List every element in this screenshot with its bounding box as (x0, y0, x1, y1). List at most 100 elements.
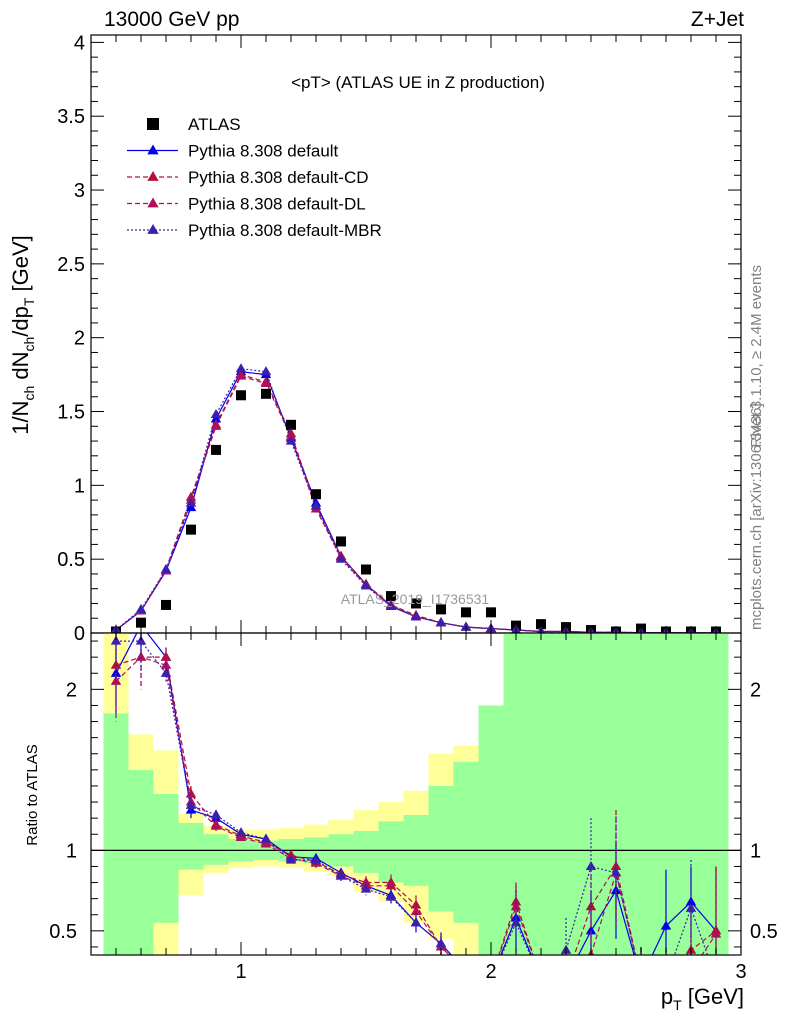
data-point (436, 604, 446, 615)
x-tick-label: 2 (485, 961, 496, 983)
uncertainty-band-stat (428, 785, 454, 912)
legend-marker (147, 171, 159, 181)
ratio-point (536, 974, 546, 983)
uncertainty-band-stat (203, 834, 229, 865)
ratio-point (110, 675, 122, 685)
y-tick-label: 3.5 (57, 106, 85, 128)
ratio-point (185, 799, 197, 809)
ratio-frame (90, 632, 742, 956)
data-point (211, 444, 221, 455)
ratio-point (435, 938, 447, 948)
uncertainty-band-stat (453, 761, 479, 923)
data-point (285, 435, 297, 445)
mcplots-label: mcplots.cern.ch [arXiv:1306.3436] (748, 403, 765, 630)
y-tick-label: 3 (74, 180, 85, 202)
uncertainty-band-stat (553, 633, 579, 955)
data-point (360, 580, 372, 590)
data-point (411, 598, 421, 609)
data-point (410, 611, 422, 621)
data-point (135, 603, 147, 613)
data-point (385, 600, 397, 610)
ratio-point (360, 883, 372, 893)
ratio-y-tick-label: 0.5 (49, 921, 77, 943)
legend-label: Pythia 8.308 default (188, 142, 339, 161)
ratio-y-axis-label: Ratio to ATLAS (24, 744, 41, 845)
data-point (310, 500, 322, 510)
ratio-point (536, 974, 546, 983)
data-point (236, 390, 246, 401)
ratio-point (636, 974, 646, 983)
data-point (210, 408, 222, 419)
data-point (185, 497, 197, 507)
uncertainty-band-stat (128, 769, 154, 955)
ratio-point (610, 867, 622, 877)
legend-label: Pythia 8.308 default-MBR (188, 221, 382, 240)
ratio-point (185, 788, 197, 798)
y-tick-label: 4 (74, 32, 85, 54)
ratio-point (561, 974, 571, 983)
ratio-point (661, 974, 671, 983)
legend-marker (147, 197, 159, 208)
legend-marker (147, 224, 159, 234)
y-tick-label: 1 (74, 475, 85, 497)
uncertainty-band-stat (153, 794, 179, 923)
ratio-point (561, 974, 571, 983)
y-tick-label: 1.5 (57, 402, 85, 424)
data-point (486, 607, 496, 618)
ratio-point (135, 651, 147, 661)
ratio-point (510, 917, 522, 927)
ratio-point (510, 896, 522, 906)
ratio-point (461, 966, 471, 975)
legend-marker (147, 118, 159, 130)
ratio-point (335, 870, 347, 880)
ratio-point (185, 804, 197, 814)
ratio-point (636, 974, 646, 983)
data-point (186, 524, 196, 535)
y-tick-label: 2.5 (57, 254, 85, 276)
energy-label: 13000 GeV pp (104, 8, 239, 31)
data-point (286, 419, 296, 430)
data-point (461, 607, 471, 618)
ratio-point (285, 854, 297, 864)
uncertainty-band-stat (378, 821, 404, 883)
legend-label: ATLAS (188, 115, 241, 134)
data-point (336, 536, 346, 547)
ratio-y-tick-label-right: 1 (750, 840, 761, 862)
uncertainty-band-stat (528, 633, 554, 955)
ratio-point (410, 906, 422, 916)
ratio-y-tick-label: 1 (66, 840, 77, 862)
ratio-point (685, 902, 697, 912)
ratio-point (461, 966, 471, 975)
ratio-point (235, 831, 247, 842)
data-point (361, 564, 371, 575)
main-title: <pT> (ATLAS UE in Z production) (291, 73, 545, 92)
ratio-point (686, 966, 696, 975)
ratio-point (661, 974, 671, 983)
x-tick-label: 3 (735, 961, 746, 983)
data-point (435, 617, 447, 627)
data-point (311, 489, 321, 500)
data-point (160, 564, 172, 574)
y-tick-label: 0.5 (57, 549, 85, 571)
main-panel: 0 0.5 1 1.5 2 2.5 3 3.5 4 <pT> (ATLAS UE in Z pr… (57, 32, 742, 645)
uncertainty-band-stat (628, 633, 654, 955)
ratio-y-tick-label-right: 2 (750, 679, 761, 701)
data-point (136, 617, 146, 628)
data-point (235, 370, 247, 380)
legend-marker (147, 144, 159, 155)
ratio-point (461, 966, 471, 975)
ratio-point (410, 917, 422, 927)
ratio-y-tick-label-right: 0.5 (750, 921, 778, 943)
legend-label: Pythia 8.308 default-DL (188, 195, 366, 214)
ratio-point (510, 901, 522, 911)
ratio-point (310, 854, 322, 864)
ratio-point (110, 659, 122, 669)
x-tick-label: 1 (235, 961, 246, 983)
ratio-point (585, 860, 597, 871)
ratio-point (210, 809, 222, 819)
ratio-point (160, 667, 172, 677)
data-point (386, 591, 396, 602)
y-axis-label: 1/Nch dNch/dpT [GeV] (8, 235, 37, 435)
ratio-point (661, 974, 671, 983)
